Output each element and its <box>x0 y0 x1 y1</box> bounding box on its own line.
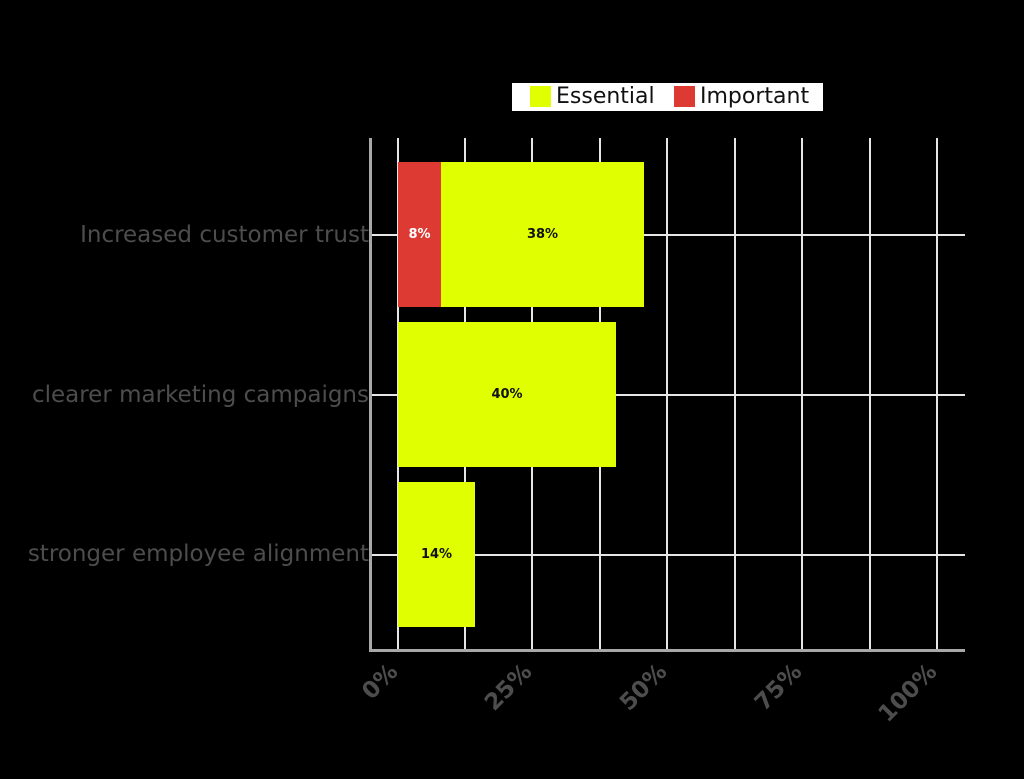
bar-alignment-essential[interactable]: 14% <box>398 482 475 627</box>
legend-label-important[interactable]: Important <box>700 84 810 109</box>
gridline <box>371 234 965 236</box>
x-tick-label: 100% <box>873 658 943 728</box>
legend-swatch-essential[interactable] <box>530 86 551 107</box>
y-axis-label: Increased customer trust <box>80 222 369 248</box>
x-tick-label: 0% <box>357 658 404 705</box>
x-tick-label: 50% <box>614 658 673 717</box>
y-axis-line <box>369 138 372 652</box>
y-axis-label: clearer marketing campaigns <box>31 382 369 408</box>
gridline <box>371 394 965 396</box>
gridline <box>371 554 965 556</box>
bar-trust-important[interactable]: 8% <box>398 162 441 307</box>
legend-swatch-important[interactable] <box>674 86 695 107</box>
legend: Essential Important <box>512 83 823 111</box>
y-axis-label: stronger employee alignment <box>27 541 369 567</box>
x-tick-label: 75% <box>749 658 808 717</box>
bar-trust-essential[interactable]: 38% <box>441 162 644 307</box>
x-tick-label: 25% <box>479 658 538 717</box>
legend-label-essential[interactable]: Essential <box>556 84 655 109</box>
bar-campaigns-essential[interactable]: 40% <box>398 322 616 467</box>
x-axis-line <box>369 649 965 652</box>
